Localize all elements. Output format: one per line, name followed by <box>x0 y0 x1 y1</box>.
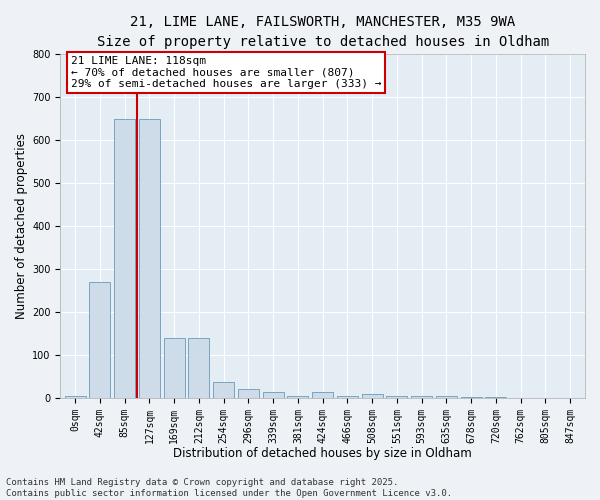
Text: Contains HM Land Registry data © Crown copyright and database right 2025.
Contai: Contains HM Land Registry data © Crown c… <box>6 478 452 498</box>
Bar <box>164 338 185 398</box>
Bar <box>263 392 284 398</box>
Bar <box>411 396 432 398</box>
Bar <box>362 394 383 398</box>
Bar <box>436 396 457 398</box>
Title: 21, LIME LANE, FAILSWORTH, MANCHESTER, M35 9WA
Size of property relative to deta: 21, LIME LANE, FAILSWORTH, MANCHESTER, M… <box>97 15 549 48</box>
Bar <box>386 396 407 398</box>
Y-axis label: Number of detached properties: Number of detached properties <box>15 133 28 319</box>
X-axis label: Distribution of detached houses by size in Oldham: Distribution of detached houses by size … <box>173 447 472 460</box>
Bar <box>461 396 482 398</box>
Bar <box>89 282 110 398</box>
Bar <box>238 390 259 398</box>
Bar <box>65 396 86 398</box>
Bar <box>139 119 160 398</box>
Bar <box>312 392 333 398</box>
Bar <box>188 338 209 398</box>
Bar <box>114 119 135 398</box>
Bar <box>213 382 234 398</box>
Bar <box>485 396 506 398</box>
Text: 21 LIME LANE: 118sqm
← 70% of detached houses are smaller (807)
29% of semi-deta: 21 LIME LANE: 118sqm ← 70% of detached h… <box>71 56 382 89</box>
Bar <box>337 396 358 398</box>
Bar <box>287 396 308 398</box>
